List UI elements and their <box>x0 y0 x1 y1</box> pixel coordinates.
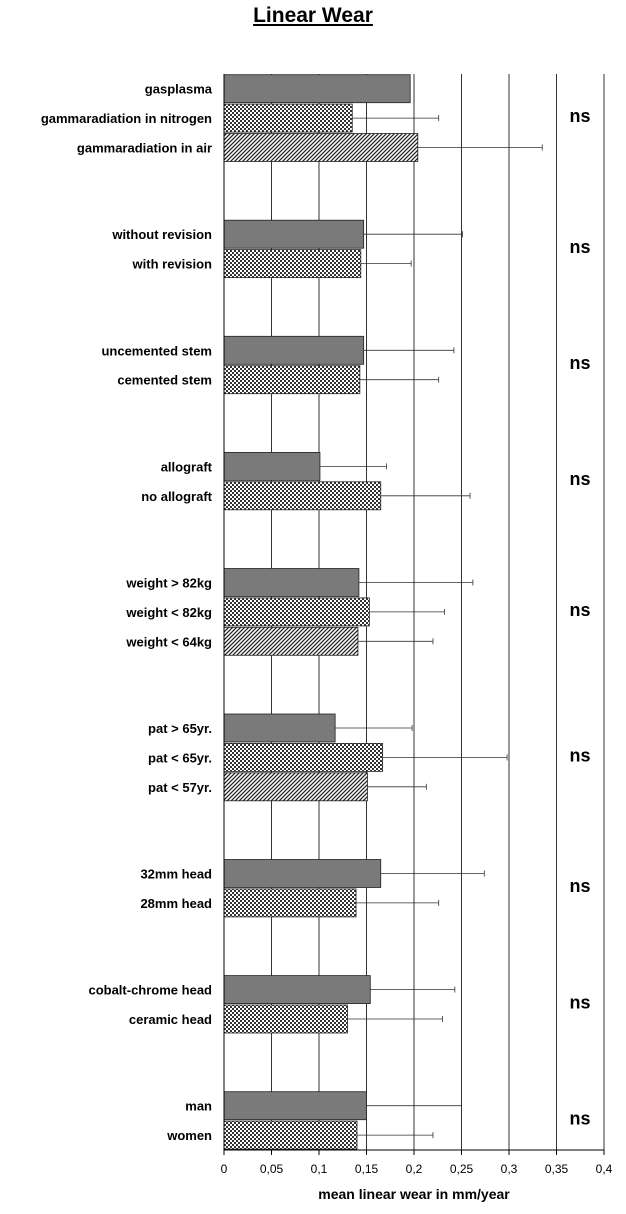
bar <box>223 103 353 133</box>
x-tick-label: 0 <box>221 1162 228 1176</box>
category-label: with revision <box>132 257 213 272</box>
bar <box>223 481 382 511</box>
significance-label: ns <box>569 237 590 257</box>
category-label: without revision <box>111 227 212 242</box>
category-labels: gasplasma gammaradiation in nitrogen gamma… <box>41 82 213 1143</box>
bar <box>223 888 357 918</box>
x-tick-label: 0,4 <box>596 1162 613 1176</box>
bar <box>223 743 384 772</box>
bar <box>223 772 368 802</box>
bar <box>223 451 321 481</box>
category-label: uncemented stem <box>101 343 212 358</box>
x-axis-label: mean linear wear in mm/year <box>318 1186 510 1202</box>
category-label: pat > 65yr. <box>148 721 212 736</box>
category-label: weight < 64kg <box>125 634 212 649</box>
significance-label: ns <box>569 992 590 1012</box>
bar <box>223 1091 367 1121</box>
bar <box>223 74 411 104</box>
category-label: 32mm head <box>140 867 212 882</box>
x-tick-label: 0,2 <box>406 1162 423 1176</box>
significance-label: ns <box>569 600 590 620</box>
significance-label: ns <box>569 106 590 126</box>
significance-label: ns <box>569 469 590 489</box>
chart-title: Linear Wear <box>253 4 373 27</box>
significance-label: ns <box>569 745 590 765</box>
bar <box>223 975 371 1004</box>
significance-labels: ns ns ns ns ns ns ns ns ns <box>569 106 590 1128</box>
x-axis: 0 0,05 0,1 0,15 0,2 0,25 0,3 0,35 0,4 <box>221 74 613 1176</box>
significance-label: ns <box>569 1108 590 1128</box>
category-label: pat < 65yr. <box>148 750 212 765</box>
category-label: man <box>185 1099 212 1114</box>
x-tick-label: 0,25 <box>450 1162 474 1176</box>
category-label: no allograft <box>141 489 212 504</box>
bar <box>223 133 419 162</box>
category-label: gammaradiation in air <box>77 141 212 156</box>
category-label: cemented stem <box>117 373 212 388</box>
bar <box>223 859 382 888</box>
category-label: gasplasma <box>145 82 213 97</box>
x-tick-label: 0,35 <box>545 1162 569 1176</box>
category-label: weight > 82kg <box>125 576 212 591</box>
bar <box>223 365 361 395</box>
x-tick-label: 0,1 <box>311 1162 328 1176</box>
bar <box>223 626 359 656</box>
x-tick-label: 0,3 <box>501 1162 518 1176</box>
category-label: gammaradiation in nitrogen <box>41 111 212 126</box>
category-label: ceramic head <box>129 1012 212 1027</box>
category-label: women <box>166 1128 212 1143</box>
bar <box>223 1120 358 1150</box>
category-label: pat < 57yr. <box>148 780 212 795</box>
bars <box>223 74 543 1150</box>
bar <box>223 335 365 365</box>
bar <box>223 1004 348 1034</box>
significance-label: ns <box>569 876 590 896</box>
x-tick-label: 0,15 <box>355 1162 379 1176</box>
category-label: cobalt-chrome head <box>88 983 212 998</box>
bar <box>223 249 362 279</box>
category-label: allograft <box>161 459 213 474</box>
bar <box>223 568 360 597</box>
category-label: 28mm head <box>140 896 212 911</box>
significance-label: ns <box>569 353 590 373</box>
category-label: weight < 82kg <box>125 605 212 620</box>
x-tick-label: 0,05 <box>260 1162 284 1176</box>
bar <box>223 219 365 249</box>
bar <box>223 713 336 743</box>
bar <box>223 597 370 627</box>
